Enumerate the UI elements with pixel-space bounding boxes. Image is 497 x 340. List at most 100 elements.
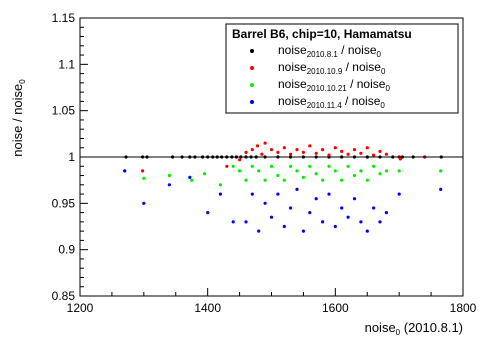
data-point-series-2 [365,178,369,182]
y-axis-title: noise / noise0 [10,79,27,157]
legend-title: Barrel B6, chip=10, Hamamatsu [232,27,412,41]
data-point-series-1 [244,150,248,154]
data-point-series-1 [225,164,229,168]
data-point-series-3 [263,201,267,205]
data-point-series-2 [397,169,401,173]
x-axis-title: noise0 (2010.8.1) [365,320,463,337]
data-point-series-2 [238,169,242,173]
y-tick-label: 1.05 [52,104,76,118]
data-point-series-1 [301,150,305,154]
data-point-series-1 [359,151,363,155]
data-point-series-1 [340,149,344,153]
x-tick-label: 1200 [67,301,94,315]
data-point-series-3 [206,211,210,215]
data-point-series-3 [327,192,331,196]
data-point-series-2 [321,178,325,182]
data-point-series-1 [282,146,286,150]
data-point-series-2 [231,164,235,168]
data-point-series-2 [314,172,318,176]
legend-entry-1: noise2010.10.9 / noise0 [278,60,386,76]
legend-entry-0: noise2010.8.1 / noise0 [278,43,382,59]
data-point-series-3 [282,224,286,229]
data-point-series-1 [327,153,331,157]
data-point-series-2 [308,164,312,168]
data-point-series-1 [321,148,325,152]
data-point-series-1 [238,158,242,162]
x-tick-label: 1600 [322,301,349,315]
x-tick-label: 1800 [450,301,477,315]
data-point-series-1 [365,146,369,150]
data-point-series-3 [346,215,350,219]
data-point-series-2 [263,178,267,182]
data-point-series-1 [250,148,254,152]
data-point-series-2 [190,178,194,182]
data-point-series-3 [231,220,235,224]
data-point-series-3 [276,192,280,196]
data-point-series-2 [378,172,382,176]
data-point-series-3 [365,229,369,233]
y-tick-label: 1.1 [58,57,75,71]
data-point-series-2 [167,173,171,178]
data-point-series-2 [142,176,146,180]
y-tick-label: 0.9 [58,243,75,257]
data-point-series-2 [244,178,248,182]
data-point-series-3 [439,187,443,191]
data-point-series-3 [250,192,254,196]
data-point-series-3 [340,206,344,210]
data-point-series-2 [372,164,376,168]
data-point-series-3 [257,229,261,233]
data-point-series-3 [308,211,312,215]
data-point-series-1 [263,141,267,145]
data-point-series-2 [359,169,363,173]
data-point-series-3 [352,197,357,201]
data-point-series-1 [378,149,382,153]
data-point-series-2 [295,169,299,173]
data-point-series-3 [301,229,305,233]
data-point-series-3 [314,197,318,201]
data-point-series-1 [276,150,280,154]
legend-marker-2 [250,83,254,87]
data-point-series-3 [167,183,171,187]
legend-marker-3 [250,100,254,104]
data-point-series-3 [142,201,146,205]
data-point-series-1 [346,152,350,156]
data-point-series-3 [123,169,127,173]
data-point-series-2 [352,173,357,178]
data-point-series-3 [333,224,337,229]
data-point-series-3 [384,211,388,215]
data-point-series-2 [282,178,286,182]
data-point-series-2 [327,164,331,168]
data-point-series-3 [397,192,401,196]
data-point-series-3 [218,192,222,196]
data-point-series-1 [352,148,357,152]
data-point-series-2 [439,169,443,173]
data-point-series-2 [301,175,305,179]
data-point-series-3 [244,220,248,224]
data-point-series-3 [295,187,299,191]
data-point-series-2 [202,172,207,176]
data-point-series-1 [384,152,388,156]
data-point-series-1 [333,146,337,150]
data-point-series-2 [257,169,261,173]
data-point-series-2 [384,169,388,173]
data-point-series-1 [289,152,293,156]
x-tick-label: 1400 [194,301,221,315]
data-point-series-2 [276,173,280,178]
points-layer [123,141,443,233]
legend-entry-3: noise2010.11.4 / noise0 [278,94,385,110]
data-point-series-3 [378,220,382,224]
data-point-series-1 [260,152,264,156]
y-tick-label: 0.85 [52,289,76,303]
data-point-series-3 [359,220,363,224]
legend-marker-1 [250,66,254,70]
legend-box [225,23,459,114]
legend: Barrel B6, chip=10, Hamamatsu noise2010.… [225,23,459,114]
data-point-series-2 [333,169,337,173]
data-point-series-3 [321,220,325,224]
legend-marker-0 [250,49,254,53]
legend-entry-2: noise2010.10.21 / noise0 [278,77,390,93]
data-point-series-2 [269,164,274,168]
data-point-series-1 [372,153,376,157]
